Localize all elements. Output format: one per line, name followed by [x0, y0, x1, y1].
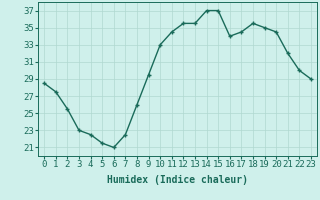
X-axis label: Humidex (Indice chaleur): Humidex (Indice chaleur)	[107, 175, 248, 185]
